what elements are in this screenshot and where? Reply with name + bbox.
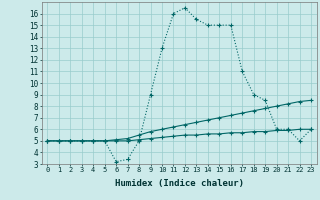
- X-axis label: Humidex (Indice chaleur): Humidex (Indice chaleur): [115, 179, 244, 188]
